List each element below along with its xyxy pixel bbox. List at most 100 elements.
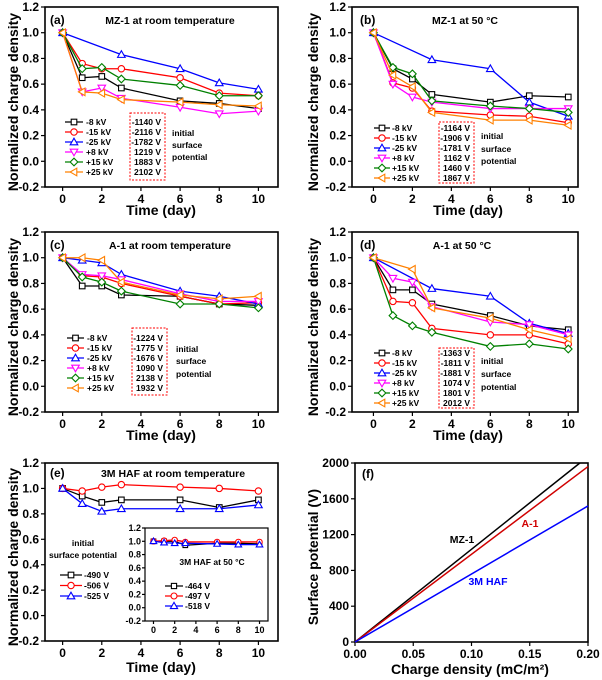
x-tick-label: 0.05: [402, 647, 426, 661]
data-point: [78, 282, 86, 290]
x-tick-label: 2: [409, 192, 416, 206]
y-tick-label: 0.4: [128, 576, 141, 586]
y-tick-label: 0.8: [329, 51, 346, 65]
y-tick-label: 0.4: [22, 103, 39, 117]
data-point: [117, 64, 126, 73]
legend-marker: [377, 173, 386, 183]
initial-potential-value: 2138 V: [136, 373, 163, 383]
data-point: [255, 540, 264, 548]
x-tick-label: 10: [252, 192, 266, 206]
legend-marker: [169, 601, 179, 610]
y-tick-label: 0.8: [22, 507, 39, 521]
initial-potential-value: 2012 V: [443, 398, 470, 408]
x-tick-label: 0: [59, 646, 66, 660]
initial-potential-value: -1140 V: [132, 117, 162, 127]
x-axis-label: Time (day): [126, 202, 196, 218]
y-tick-label: 0.6: [128, 563, 141, 573]
x-tick-label: 8: [236, 625, 241, 635]
initial-potential-value: 1932 V: [136, 383, 163, 393]
y-tick-label: 0: [342, 635, 349, 649]
chart-title: MZ-1 at 50 °C: [432, 15, 498, 27]
data-point: [427, 283, 437, 292]
x-tick-label: 10: [255, 625, 265, 635]
data-point: [116, 503, 127, 513]
legend-label: -506 V: [84, 581, 109, 591]
data-point: [97, 272, 107, 281]
data-point: [212, 539, 222, 547]
annotation-text: surface: [172, 140, 203, 150]
data-point: [77, 498, 87, 508]
data-point: [368, 252, 377, 263]
data-point: [175, 299, 185, 309]
y-tick-label: 1.0: [329, 26, 346, 40]
series-line-+25kV: [62, 257, 259, 300]
panel-label: (e): [50, 466, 65, 480]
data-point: [175, 97, 184, 107]
x-axis-label: Time (day): [126, 659, 196, 675]
y-tick-label: 1.0: [22, 26, 39, 40]
data-point: [563, 344, 573, 354]
data-point: [254, 487, 263, 495]
x-tick-label: 6: [177, 417, 184, 431]
data-point: [426, 107, 436, 118]
legend-marker: [70, 364, 81, 373]
data-point: [175, 503, 185, 513]
inset-title: 3M HAF at 50 °C: [179, 557, 244, 567]
y-tick-label: 1200: [322, 528, 349, 542]
data-point: [214, 91, 224, 101]
y-tick-label: 1.0: [128, 536, 141, 546]
legend-label: -8 kV: [392, 348, 413, 358]
legend-label: -25 kV: [392, 143, 417, 153]
y-tick-label: -0.2: [125, 616, 141, 626]
data-point: [253, 101, 262, 111]
data-point: [214, 294, 223, 304]
x-tick-label: 6: [487, 417, 494, 431]
initial-potential-value: -1782 V: [131, 137, 161, 147]
annotation-text: potential: [176, 369, 211, 379]
annotation-text: surface: [481, 144, 512, 154]
annotation-text: initial: [176, 344, 198, 354]
data-point: [388, 274, 398, 284]
y-tick-label: 400: [329, 599, 349, 613]
data-point: [485, 63, 496, 73]
x-tick-label: 4: [138, 646, 145, 660]
data-point: [175, 63, 185, 73]
data-point: [116, 49, 127, 58]
series-line-+25kV: [373, 257, 569, 340]
y-tick-label: 800: [329, 563, 349, 577]
initial-potential-box: [131, 327, 168, 396]
x-tick-label: 6: [487, 192, 494, 206]
data-point: [78, 74, 86, 82]
legend-label: +25 kV: [86, 167, 114, 177]
annotation-text: surface: [481, 369, 512, 379]
data-point: [170, 538, 179, 547]
series-line--25kV: [373, 257, 569, 335]
data-point: [407, 264, 416, 275]
y-tick-label: 0.2: [128, 589, 141, 599]
x-tick-label: 2: [98, 192, 105, 206]
data-point: [524, 321, 535, 330]
x-tick-label: 4: [193, 625, 198, 635]
data-point: [407, 278, 418, 288]
y-tick-label: 1.2: [128, 523, 141, 533]
legend-marker: [377, 388, 387, 398]
series-label: MZ-1: [450, 534, 475, 546]
series-line: [354, 505, 589, 643]
y-tick-label: 1.2: [22, 0, 39, 14]
data-point: [214, 503, 225, 513]
y-tick-label: 0.2: [22, 354, 39, 368]
data-point: [149, 536, 158, 545]
data-point: [214, 110, 225, 119]
x-tick-label: 6: [177, 646, 184, 660]
x-axis-label: Time (day): [433, 427, 503, 443]
y-tick-label: 0.0: [22, 379, 39, 393]
data-point: [524, 103, 534, 114]
data-point: [563, 333, 572, 344]
y-tick-label: 0.8: [22, 276, 39, 290]
data-point: [388, 310, 398, 321]
panel-label: (c): [50, 238, 65, 252]
data-point: [57, 483, 68, 492]
data-point: [524, 324, 533, 335]
initial-potential-value: 2102 V: [134, 167, 161, 177]
series-line-+15kV: [62, 257, 259, 309]
